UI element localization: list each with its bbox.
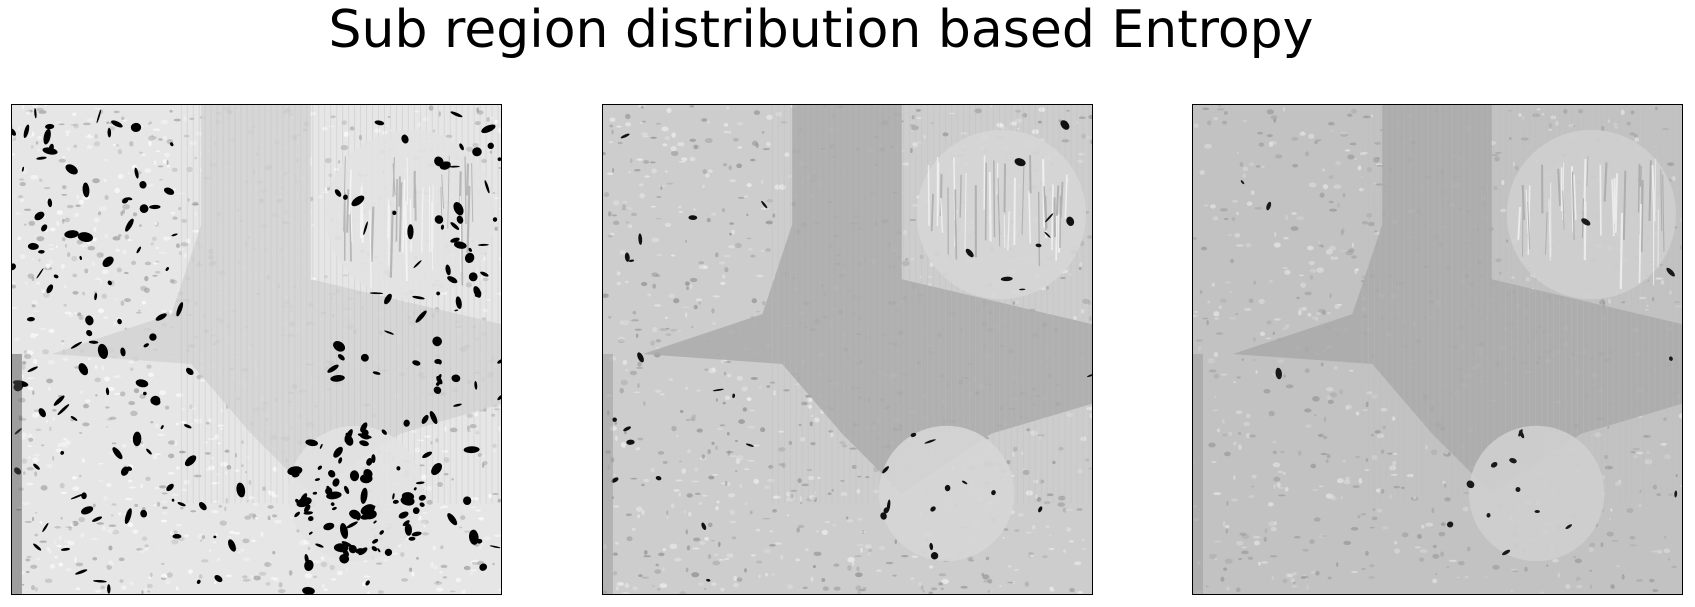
entropy-map-panel-1 [11, 104, 502, 595]
bottom-circle-region [287, 425, 424, 562]
entropy-map-image-2 [603, 105, 1092, 594]
star-region [1232, 105, 1682, 494]
top-circle-region [1506, 129, 1677, 300]
left-edge-streak [603, 353, 613, 594]
star-region [642, 105, 1092, 494]
dark-blobs [611, 120, 1092, 582]
entropy-map-image-3 [1193, 105, 1682, 594]
top-circle-stripes [927, 155, 1068, 267]
dark-blobs [1240, 180, 1678, 556]
bottom-circle-region [1468, 425, 1605, 562]
left-edge-streak [12, 353, 22, 594]
entropy-map-panel-2 [602, 104, 1093, 595]
star-region [51, 105, 501, 494]
left-edge-streak [1193, 353, 1203, 594]
top-circle-stripes [343, 155, 474, 288]
entropy-map-panel-3 [1192, 104, 1683, 595]
bottom-circle-region [878, 425, 1015, 562]
figure-title: Sub region distribution based Entropy [328, 0, 1314, 60]
dark-blobs [12, 108, 501, 594]
top-circle-stripes [1517, 156, 1665, 290]
entropy-map-image-1 [12, 105, 501, 594]
